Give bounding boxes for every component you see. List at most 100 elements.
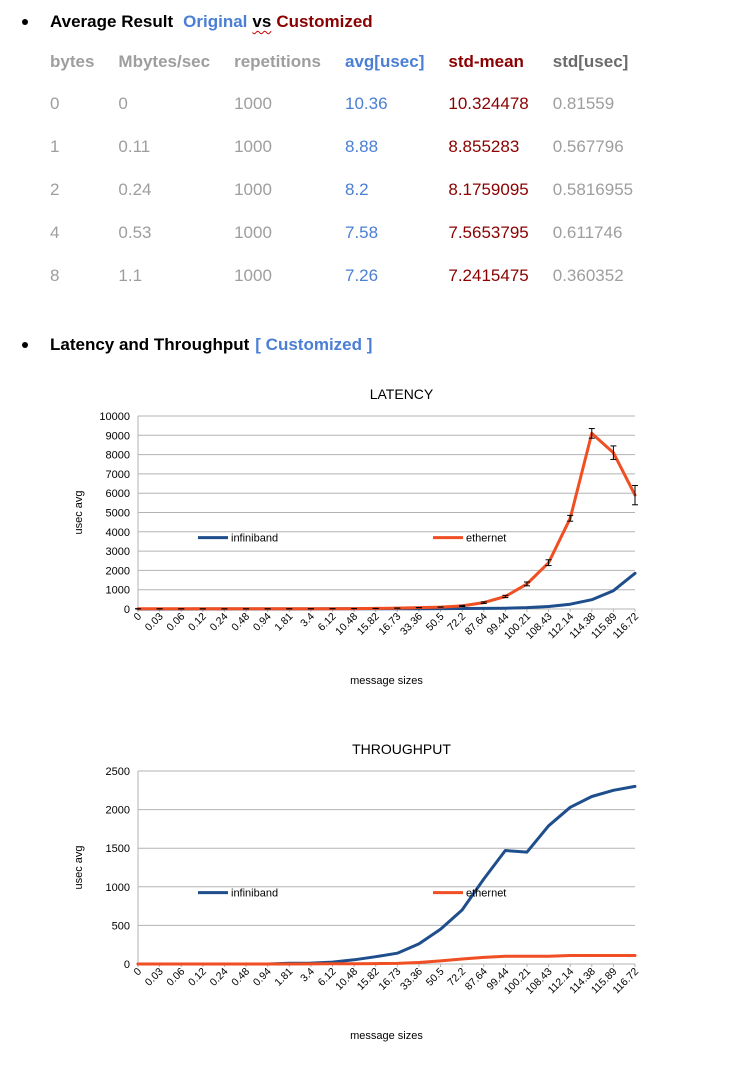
bullet-icon [22, 342, 28, 348]
legend-label-ethernet: ethernet [466, 533, 506, 545]
table-cell: 8.88 [345, 136, 379, 156]
col-header: std-mean [448, 52, 524, 71]
data-point-infiniband [417, 942, 421, 946]
data-point-ethernet [309, 962, 313, 966]
y-tick-label: 1500 [106, 843, 130, 855]
error-bar [632, 484, 638, 506]
table-cell: 1000 [234, 222, 272, 242]
data-point-infiniband [525, 850, 529, 854]
data-point-infiniband [612, 589, 615, 592]
data-point-infiniband [590, 598, 593, 601]
x-tick-label: 0.94 [251, 611, 274, 634]
x-tick-label: 10.48 [333, 966, 360, 993]
data-point-infiniband [568, 806, 572, 809]
data-point-infiniband [439, 928, 442, 931]
data-point-ethernet [266, 962, 269, 966]
table-row: 1 0.11 1000 8.88 8.855283 0.567796 [38, 125, 645, 168]
data-point-ethernet [482, 956, 485, 959]
series-line-infiniband [136, 784, 637, 966]
original-label: Original [183, 12, 248, 31]
table-cell: 0.24 [118, 179, 152, 199]
x-axis-label: message sizes [350, 675, 423, 687]
data-point-infiniband [633, 572, 637, 575]
x-tick-label: 0.24 [208, 966, 231, 989]
y-axis-label: usec avg [73, 490, 85, 534]
data-point-infiniband [504, 849, 507, 852]
x-tick-label: 0.03 [143, 966, 166, 989]
y-tick-label: 1000 [106, 882, 130, 894]
y-tick-label: 5000 [106, 508, 130, 520]
data-point-ethernet [547, 955, 550, 958]
table-cell: 0.5816955 [552, 179, 634, 199]
error-bar [459, 604, 466, 607]
legend-label-ethernet: ethernet [466, 888, 506, 900]
data-point-ethernet [568, 954, 572, 957]
x-tick-label: 0 [132, 966, 145, 979]
error-bar [480, 601, 487, 604]
col-header: std[usec] [552, 52, 629, 71]
table-cell: 8 [50, 265, 60, 285]
data-point-ethernet [460, 957, 464, 961]
heading-text: Average Result [50, 12, 174, 31]
chart-title: LATENCY [370, 386, 434, 402]
x-tick-label: 33.36 [398, 966, 425, 993]
x-tick-label: 15.82 [355, 966, 382, 993]
data-point-ethernet [417, 961, 421, 964]
chart-title: THROUGHPUT [352, 741, 451, 757]
data-point-infiniband [547, 605, 550, 608]
table-cell: 0.567796 [552, 136, 624, 156]
x-tick-label: 15.82 [355, 611, 382, 638]
y-tick-label: 2500 [106, 766, 130, 778]
x-tick-label: 1.81 [272, 611, 295, 634]
x-tick-label: 0.94 [251, 966, 274, 989]
x-tick-label: 3.4 [298, 611, 317, 630]
x-tick-label: 0.48 [229, 966, 252, 989]
table-cell: 8.1759095 [448, 179, 529, 199]
table-cell: 4 [50, 222, 60, 242]
data-point-ethernet [396, 962, 399, 965]
table-cell: 8.855283 [448, 136, 520, 156]
error-bar [567, 514, 574, 522]
throughput-chart-svg: THROUGHPUT0500100015002000250000.030.060… [73, 741, 641, 1042]
table-cell: 0.53 [118, 222, 152, 242]
table-cell: 7.5653795 [448, 222, 529, 242]
x-tick-label: 0.12 [186, 611, 209, 634]
data-point-ethernet [374, 962, 377, 965]
data-point-ethernet [504, 955, 507, 958]
x-tick-label: 50.5 [424, 611, 447, 634]
x-tick-label: 0.24 [208, 611, 231, 634]
table-row: 8 1.1 1000 7.26 7.2415475 0.360352 [38, 254, 645, 297]
table-row: 2 0.24 1000 8.2 8.1759095 0.5816955 [38, 168, 645, 211]
data-point-ethernet [223, 962, 226, 966]
data-point-ethernet [439, 959, 442, 963]
average-result-heading: Average Result Original vs Customized [22, 12, 373, 32]
x-tick-label: 0.48 [229, 611, 252, 634]
table-row: 4 0.53 1000 7.58 7.5653795 0.611746 [38, 211, 645, 254]
data-point-ethernet [590, 954, 593, 957]
error-bar [502, 594, 509, 599]
data-point-ethernet [158, 962, 161, 966]
bullet-icon [22, 19, 28, 25]
y-axis-label: usec avg [73, 845, 85, 889]
data-point-infiniband [396, 951, 399, 955]
data-point-ethernet [136, 962, 140, 966]
x-tick-label: 0.06 [164, 966, 187, 989]
data-point-infiniband [374, 955, 377, 958]
customized-label: Customized [276, 12, 373, 31]
error-bar [588, 428, 595, 439]
x-tick-label: 50.5 [424, 966, 447, 989]
y-tick-label: 6000 [106, 488, 130, 500]
heading-text: Latency and Throughput [50, 335, 250, 354]
y-tick-label: 7000 [106, 469, 130, 481]
data-point-ethernet [288, 962, 291, 966]
table-cell: 7.58 [345, 222, 379, 242]
vs-label: vs [252, 12, 272, 31]
data-point-infiniband [633, 785, 637, 788]
table-cell: 1000 [234, 136, 272, 156]
data-point-ethernet [331, 962, 334, 966]
table-cell: 0 [118, 93, 128, 113]
data-point-infiniband [504, 607, 507, 610]
x-axis-label: message sizes [350, 1030, 423, 1042]
table-cell: 8.2 [345, 179, 369, 199]
y-tick-label: 9000 [106, 430, 130, 442]
